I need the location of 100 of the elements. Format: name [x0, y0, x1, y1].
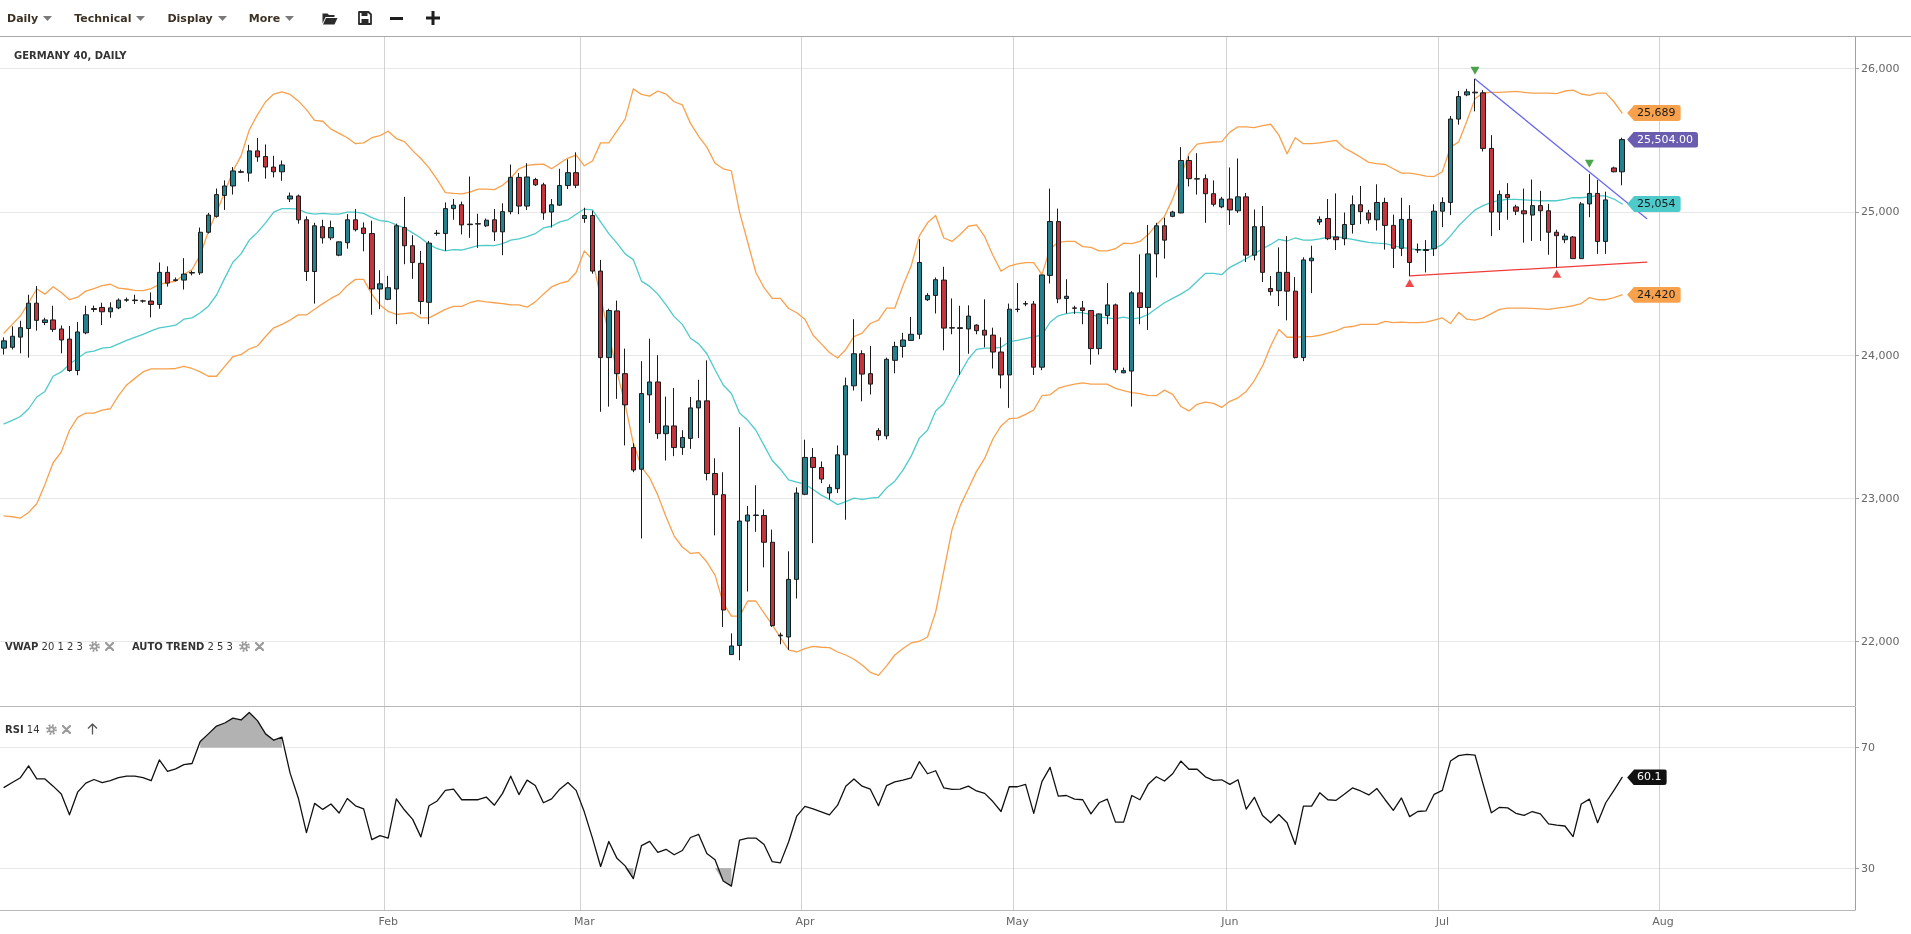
candlestick	[1276, 246, 1282, 307]
candlestick	[296, 194, 301, 225]
text: More	[248, 11, 281, 25]
candlestick	[573, 151, 579, 189]
candlestick	[1268, 275, 1273, 296]
candlestick	[467, 176, 473, 239]
candlestick	[737, 426, 742, 661]
candlestick	[843, 377, 848, 521]
annotation: 25,504.00	[1637, 132, 1694, 146]
candlestick	[1178, 146, 1184, 214]
candlestick	[1105, 282, 1110, 325]
candlestick	[565, 158, 571, 190]
point	[1552, 269, 1562, 278]
candlestick	[75, 321, 80, 376]
candlestick	[1080, 300, 1085, 325]
candlestick	[1562, 233, 1568, 244]
candlestick	[1227, 167, 1233, 226]
candlestick	[1382, 197, 1388, 251]
candlestick	[900, 332, 906, 359]
candlestick	[598, 259, 603, 413]
candlestick	[908, 316, 914, 342]
candlestick	[287, 192, 293, 203]
candlestick	[116, 297, 121, 310]
candlestick	[557, 168, 562, 207]
candlestick	[1456, 90, 1461, 126]
candlestick	[214, 188, 219, 219]
candlestick	[328, 220, 334, 241]
candlestick	[892, 341, 898, 374]
candlestick	[761, 508, 767, 568]
candlestick	[533, 177, 538, 187]
candlestick	[810, 447, 816, 544]
candlestick	[1096, 312, 1102, 356]
candlestick	[998, 336, 1004, 389]
candlestick	[443, 201, 448, 252]
candlestick	[336, 240, 342, 257]
candlestick	[402, 196, 407, 265]
candlestick	[745, 505, 750, 593]
candlestick	[876, 427, 881, 441]
candlestick	[312, 222, 317, 305]
text: Daily	[7, 11, 39, 25]
candlestick	[1088, 309, 1094, 366]
candlestick	[189, 270, 195, 276]
y-tick-label: 22,000	[1861, 635, 1900, 649]
candlestick	[238, 169, 244, 174]
candlestick	[582, 207, 587, 224]
candlestick	[1546, 203, 1551, 256]
candlestick	[394, 223, 399, 325]
candlestick	[1194, 152, 1200, 196]
data-label: 25,689	[1637, 106, 1676, 120]
candlestick	[1342, 211, 1347, 246]
candlestick	[59, 325, 64, 354]
candlestick	[1505, 182, 1510, 221]
candlestick	[614, 300, 620, 400]
candlestick	[925, 292, 930, 302]
candlestick	[1317, 215, 1322, 226]
candlestick	[1391, 214, 1396, 269]
candlestick	[1007, 303, 1012, 409]
candlestick	[1113, 303, 1118, 374]
candlestick	[1366, 209, 1371, 225]
text: GERMANY 40, DAILY	[14, 49, 128, 61]
candlestick	[1554, 229, 1559, 268]
candlestick	[1619, 137, 1625, 186]
candlestick	[279, 159, 285, 182]
candlestick	[108, 301, 113, 319]
candlestick	[1154, 222, 1159, 279]
candlestick	[1440, 196, 1445, 228]
candlestick	[1587, 173, 1592, 218]
candlestick	[516, 172, 522, 215]
candlestick	[361, 221, 366, 252]
candlestick	[369, 220, 375, 316]
candlestick	[148, 291, 154, 318]
candlestick	[500, 202, 505, 256]
x-tick-label: Jun	[1220, 915, 1239, 928]
candlestick	[606, 308, 612, 408]
candlestick	[778, 632, 783, 645]
candlestick	[1056, 208, 1061, 304]
candlestick	[475, 213, 481, 249]
candlestick	[1211, 179, 1216, 207]
candlestick	[165, 265, 170, 288]
candlestick	[140, 299, 146, 304]
candlestick	[663, 396, 669, 461]
candlestick	[884, 357, 889, 440]
data-label: 25,054	[1637, 197, 1676, 211]
candlestick	[410, 234, 415, 280]
candlestick	[1, 336, 7, 356]
candlestick	[42, 317, 48, 326]
candlestick	[1072, 305, 1077, 315]
candlestick	[50, 305, 56, 333]
candlestick	[1186, 155, 1192, 187]
candlestick	[34, 285, 39, 332]
line-series	[3, 88, 1623, 359]
candlestick	[1235, 157, 1241, 214]
candlestick	[1260, 205, 1265, 283]
candlestick	[247, 144, 252, 183]
candlestick	[966, 304, 971, 355]
candlestick	[198, 227, 203, 276]
candlestick	[1464, 88, 1470, 97]
candlestick	[647, 338, 652, 424]
y-tick-label: 24,000	[1861, 348, 1900, 362]
x-tick-label: Mar	[573, 915, 596, 928]
